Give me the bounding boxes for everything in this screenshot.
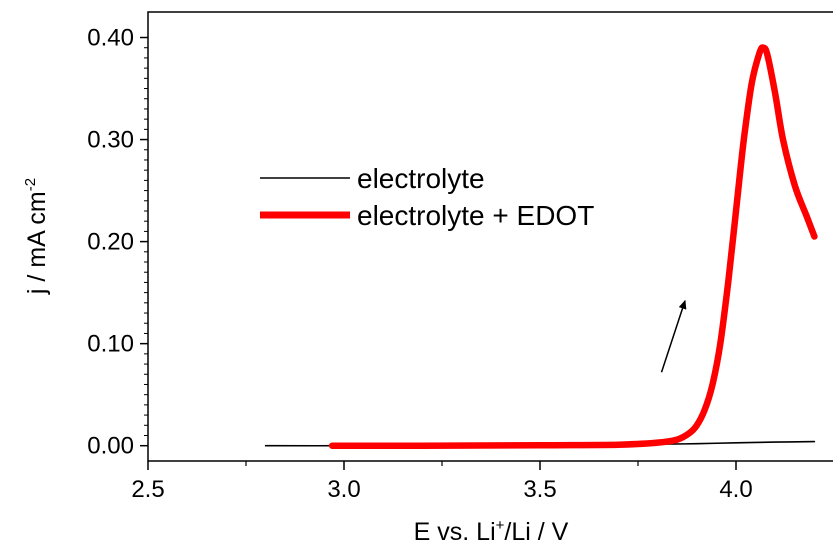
series-line-electrolyte-edot <box>328 44 818 449</box>
legend: electrolyte electrolyte + EDOT <box>260 163 594 231</box>
y-tick-label: 0.20 <box>87 229 134 256</box>
scan-direction-arrow <box>660 299 687 373</box>
y-axis-label-superscript: -2 <box>22 178 39 191</box>
legend-label-electrolyte-edot: electrolyte + EDOT <box>357 200 594 231</box>
x-tick-label: 2.5 <box>131 476 164 503</box>
y-tick-label: 0.30 <box>87 127 134 154</box>
series-layer <box>264 44 818 449</box>
x-tick-label: 4.0 <box>719 476 752 503</box>
x-tick-label: 3.5 <box>523 476 556 503</box>
x-axis-label-superscript: + <box>496 517 505 534</box>
y-axis-label: j / mA cm-2 <box>22 178 51 295</box>
x-tick-label: 3.0 <box>327 476 360 503</box>
x-axis-label-prefix: E vs. Li <box>414 518 496 546</box>
axes-layer: 2.5 3.0 3.5 4.0 0.00 0.10 0.20 0.30 0.40 <box>87 25 752 503</box>
y-tick-label: 0.40 <box>87 25 134 52</box>
plot-frame <box>147 11 833 462</box>
y-tick-label: 0.10 <box>87 331 134 358</box>
y-tick-label: 0.00 <box>87 433 134 460</box>
y-axis-label-prefix: j / mA cm <box>23 191 51 295</box>
legend-label-electrolyte: electrolyte <box>357 163 485 194</box>
x-axis-label: E vs. Li+/Li / V <box>414 517 569 546</box>
x-axis-label-suffix: /Li / V <box>504 518 568 546</box>
